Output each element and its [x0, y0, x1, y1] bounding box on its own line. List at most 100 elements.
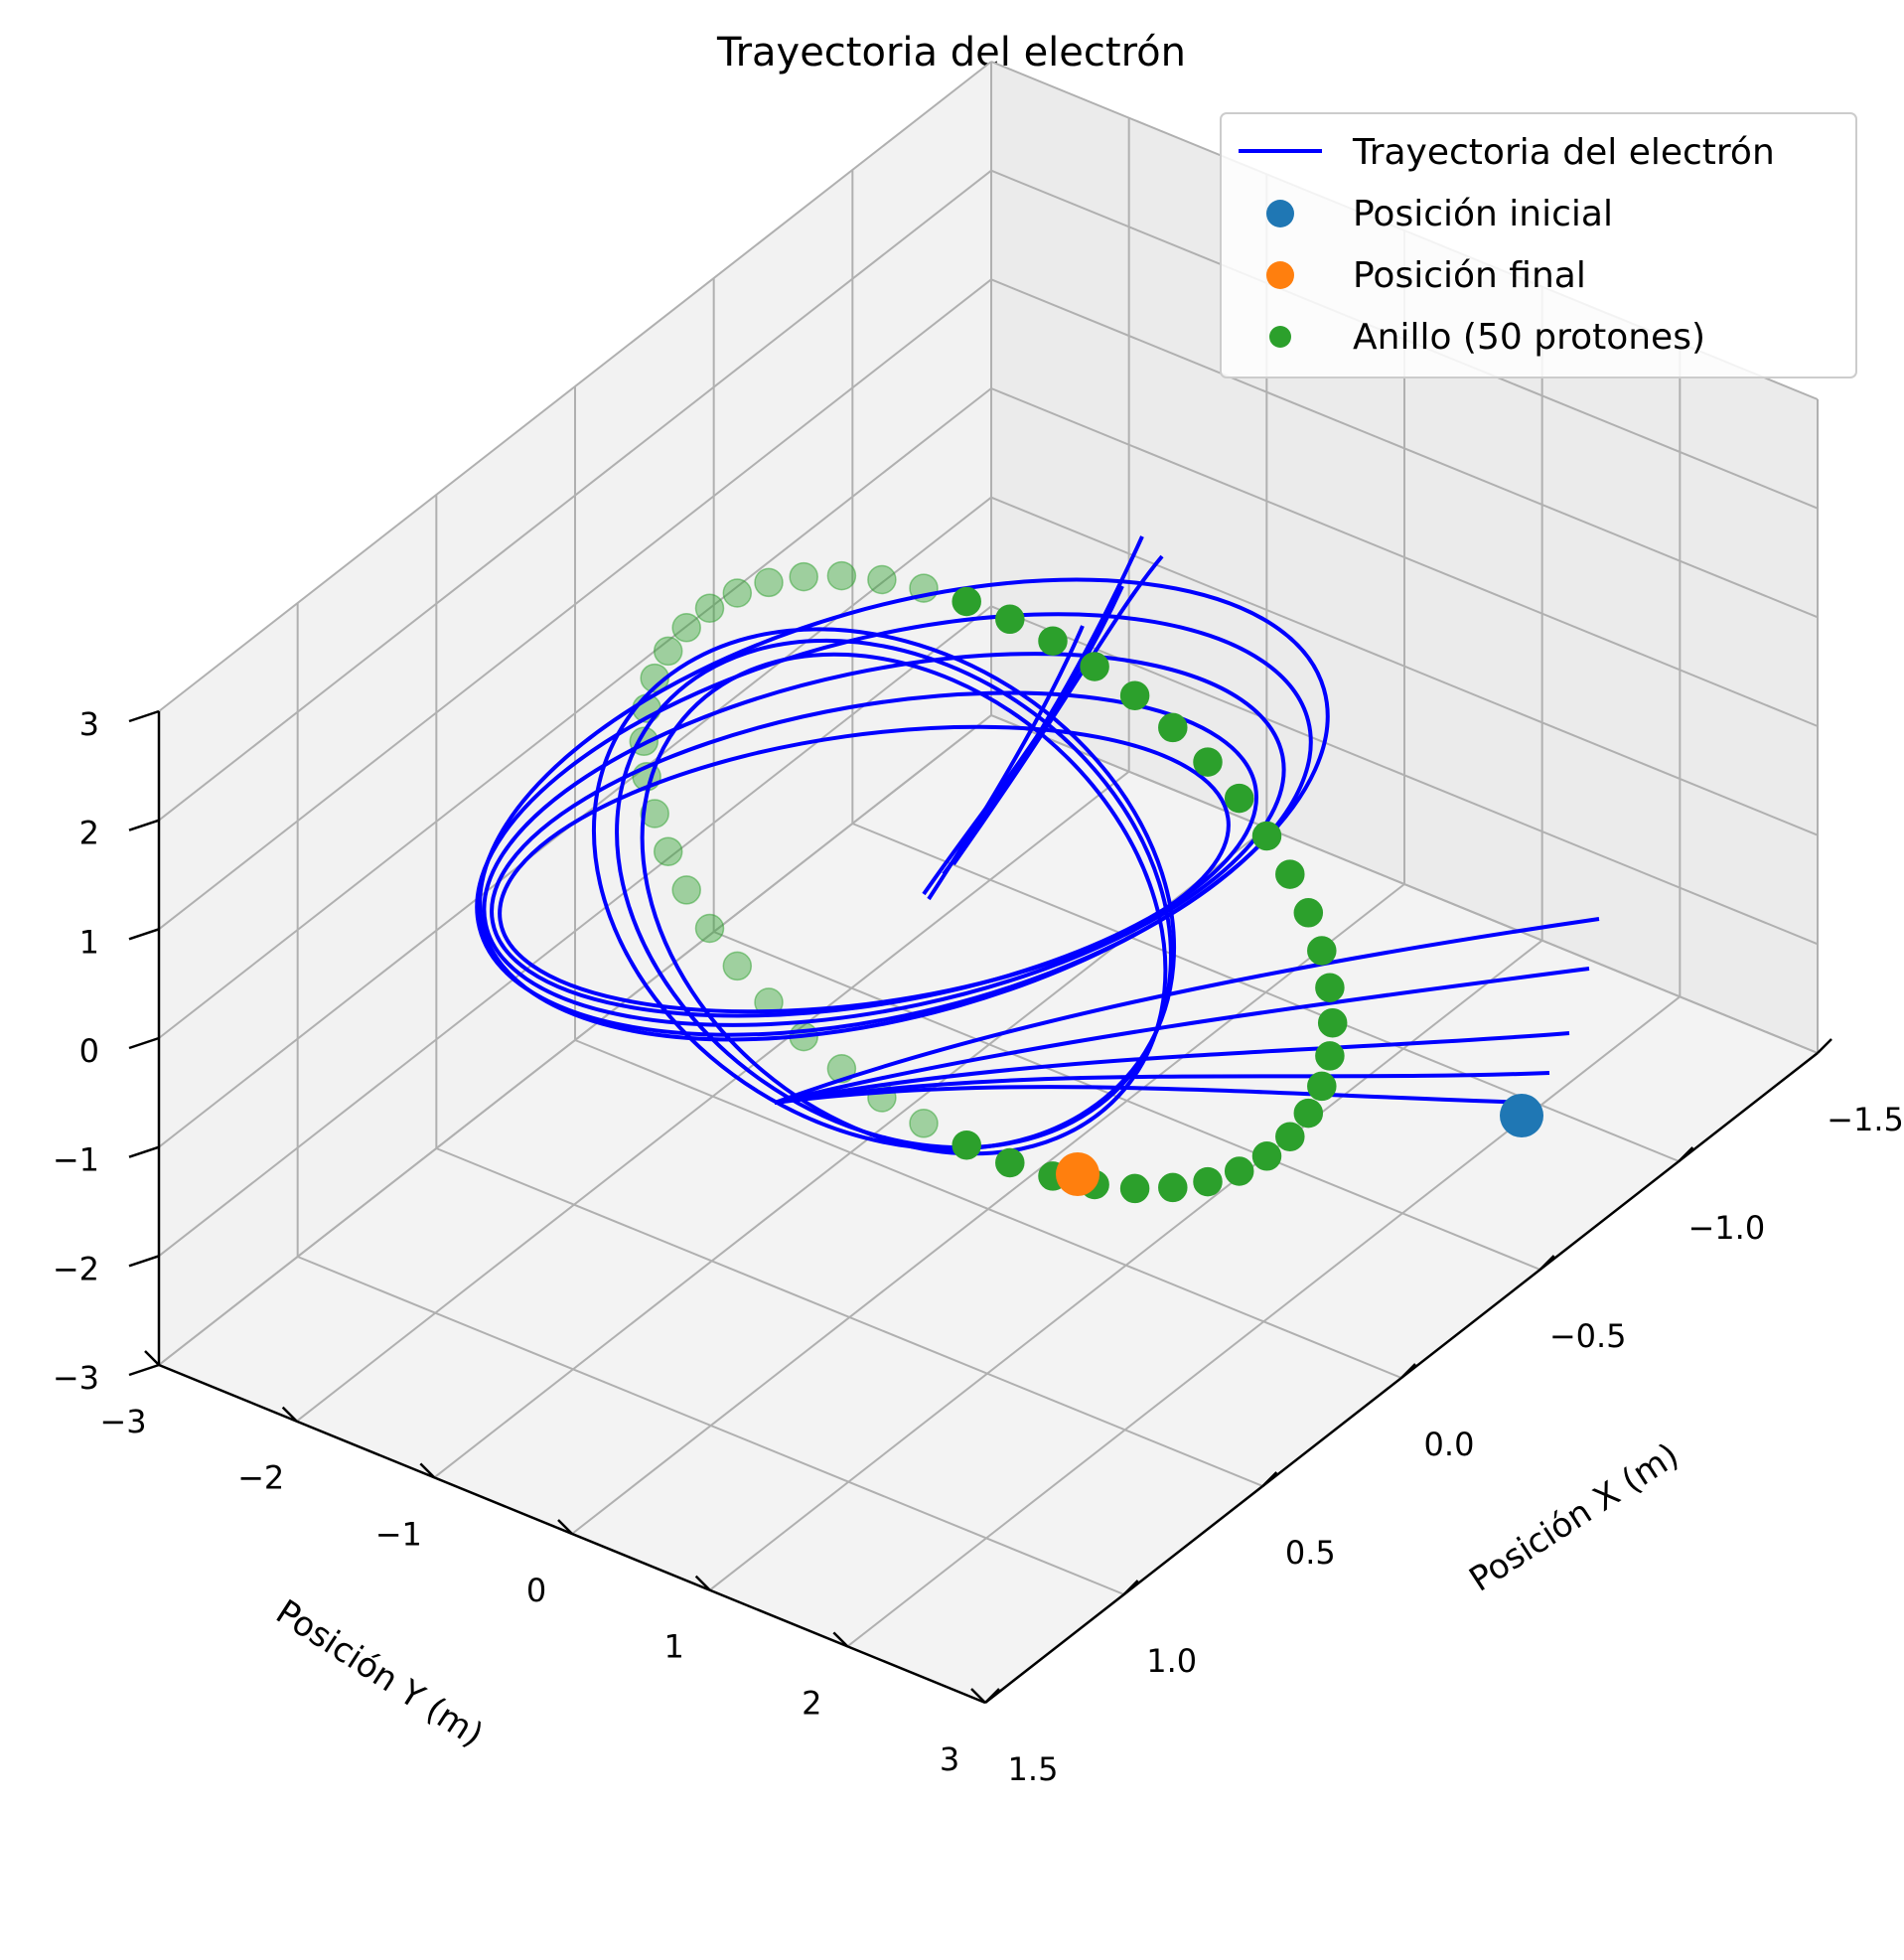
- x-tick-mark: [1678, 1146, 1694, 1162]
- grid-line: [709, 939, 1543, 1591]
- x-tick-mark: [1122, 1580, 1139, 1595]
- proton-point: [1119, 680, 1150, 710]
- proton-point: [653, 836, 683, 866]
- legend-marker-initial: [1266, 200, 1294, 227]
- proton-point: [694, 593, 725, 623]
- trajectory-ray: [774, 967, 1590, 1105]
- grid-line: [990, 496, 1819, 836]
- final-position-point: [1056, 1152, 1099, 1196]
- x-tick-label: 1.0: [1146, 1642, 1197, 1680]
- trajectory-loop: [498, 724, 1231, 1014]
- trajectory-ray: [774, 1071, 1550, 1105]
- trajectory-ray: [774, 1085, 1531, 1105]
- proton-point: [1307, 936, 1337, 966]
- proton-point: [1293, 898, 1324, 928]
- x-tick-label: 0.0: [1424, 1426, 1475, 1463]
- y-tick-mark: [557, 1519, 573, 1535]
- x-tick-label: −0.5: [1549, 1317, 1627, 1355]
- x-tick-label: −1.5: [1827, 1101, 1904, 1138]
- proton-point: [1315, 973, 1345, 1002]
- ring-back-points: [629, 560, 939, 1138]
- proton-point: [952, 1130, 981, 1160]
- grid-line: [296, 770, 1130, 1423]
- grid-line: [158, 605, 992, 1258]
- ring-front-points: [952, 586, 1348, 1204]
- proton-point: [1251, 1141, 1282, 1171]
- trajectory-loop: [482, 652, 1286, 1027]
- proton-point: [1275, 1122, 1305, 1151]
- y-tick-label: −1: [375, 1515, 422, 1553]
- z-tick-mark: [128, 1363, 160, 1377]
- proton-point: [867, 564, 897, 595]
- y-tick-label: 1: [663, 1628, 683, 1666]
- chart-title: Trayectoria del electrón: [716, 30, 1186, 75]
- z-tick-label: −3: [53, 1359, 99, 1397]
- proton-point: [995, 1147, 1025, 1178]
- grid-line: [158, 714, 992, 1366]
- proton-point: [1193, 1166, 1223, 1197]
- x-tick-label: 1.5: [1008, 1750, 1059, 1788]
- z-tick-label: −2: [53, 1250, 99, 1287]
- grid-line: [158, 387, 992, 1039]
- y-tick-mark: [144, 1350, 160, 1366]
- position-markers: [1056, 1094, 1543, 1196]
- proton-point: [722, 951, 753, 981]
- legend-label-trajectory: Trayectoria del electrón: [1352, 132, 1775, 173]
- grid-line: [846, 995, 1681, 1648]
- y-axis-label: Posición Y (m): [269, 1592, 491, 1755]
- x-tick-mark: [1261, 1471, 1278, 1487]
- z-tick-label: 2: [79, 815, 99, 852]
- y-tick-mark: [694, 1575, 711, 1591]
- legend-label-initial: Posición inicial: [1353, 194, 1613, 234]
- grid-line: [158, 278, 992, 931]
- proton-point: [640, 799, 669, 829]
- trajectory-loop: [591, 627, 1177, 1151]
- x-axis-label: Posición X (m): [1463, 1435, 1686, 1600]
- legend-label-final: Posición final: [1353, 255, 1586, 296]
- grid-line: [990, 714, 1819, 1054]
- legend-marker-ring: [1269, 326, 1291, 348]
- trajectory-ray: [774, 917, 1600, 1105]
- trajectory-loop: [478, 577, 1330, 1042]
- proton-point: [1158, 1172, 1188, 1203]
- x-tick-label: −1.0: [1687, 1209, 1765, 1247]
- proton-point: [1119, 1173, 1150, 1204]
- z-tick-label: −1: [53, 1141, 99, 1179]
- x-tick-label: 0.5: [1285, 1534, 1336, 1572]
- y-tick-mark: [970, 1688, 986, 1704]
- z-tick-mark: [128, 819, 160, 831]
- z-tick-mark: [128, 1036, 160, 1050]
- y-tick-mark: [832, 1631, 849, 1648]
- proton-point: [694, 913, 725, 944]
- proton-point: [671, 875, 701, 905]
- grid-line: [990, 278, 1819, 619]
- proton-point: [1038, 626, 1068, 656]
- x-tick-mark: [1817, 1038, 1832, 1054]
- proton-point: [1307, 1071, 1337, 1102]
- proton-point: [952, 586, 981, 617]
- proton-point: [1224, 1156, 1254, 1186]
- proton-point: [1158, 712, 1188, 743]
- proton-point: [653, 636, 683, 667]
- z-tick-label: 3: [79, 705, 99, 743]
- trajectory-series: [475, 535, 1600, 1156]
- legend-label-ring: Anillo (50 protones): [1353, 317, 1705, 358]
- x-tick-mark: [1538, 1255, 1555, 1271]
- tick-labels: −1.5 −1.0 −0.5 0.0 0.5 1.0 1.5 −3 −2 −1 0 1 2 3 −3 −2 −1…: [53, 705, 1904, 1788]
- proton-point: [826, 560, 857, 591]
- x-tick-mark: [984, 1688, 1000, 1704]
- y-tick-label: −3: [99, 1403, 146, 1440]
- initial-position-point: [1500, 1094, 1543, 1137]
- proton-point: [671, 613, 701, 643]
- proton-point: [789, 561, 818, 592]
- grid-line: [990, 387, 1819, 727]
- grid-line: [158, 169, 992, 822]
- y-tick-label: −2: [237, 1459, 284, 1497]
- proton-point: [1251, 821, 1282, 851]
- y-tick-label: 3: [940, 1740, 959, 1778]
- proton-point: [1293, 1098, 1324, 1129]
- y-tick-label: 2: [802, 1684, 821, 1722]
- proton-point: [1080, 652, 1109, 681]
- proton-point: [722, 578, 753, 608]
